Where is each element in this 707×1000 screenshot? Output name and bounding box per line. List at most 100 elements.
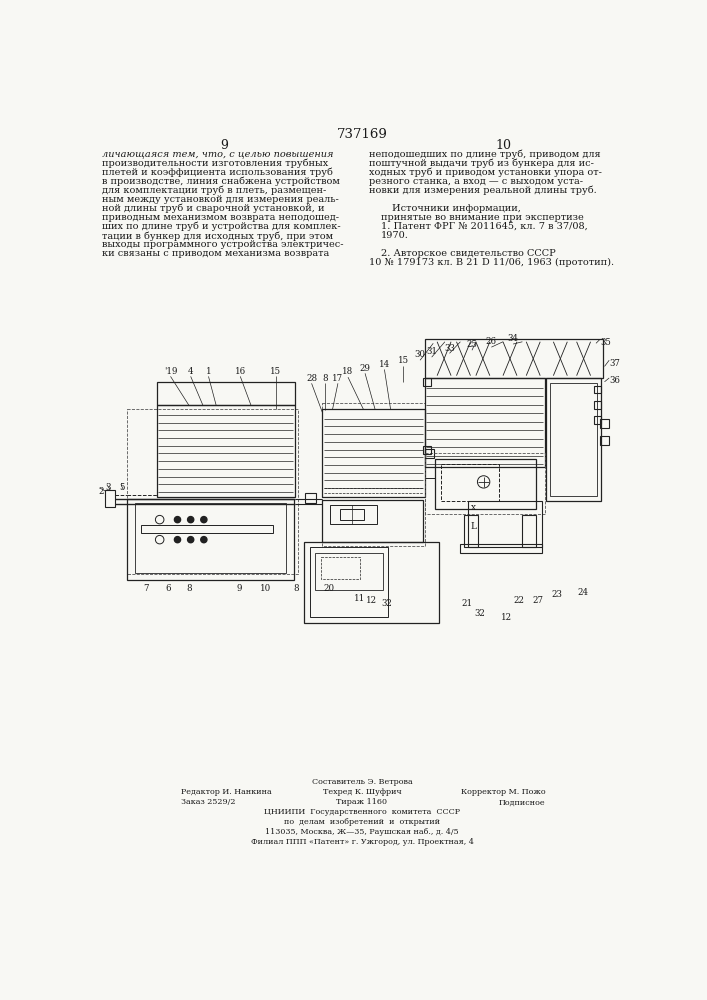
Bar bbox=[425, 378, 545, 466]
Text: ной длины труб и сварочной установкой, и: ной длины труб и сварочной установкой, и bbox=[103, 204, 325, 213]
Text: 4: 4 bbox=[188, 367, 194, 376]
Bar bbox=[127, 409, 298, 574]
Text: 737169: 737169 bbox=[337, 128, 387, 141]
Text: Техред К. Шуфрич: Техред К. Шуфрич bbox=[322, 788, 402, 796]
Text: по  делам  изобретений  и  открытий: по делам изобретений и открытий bbox=[284, 818, 440, 826]
Text: 22: 22 bbox=[513, 596, 524, 605]
Bar bbox=[425, 339, 603, 378]
Bar bbox=[322, 409, 425, 497]
Bar bbox=[340, 509, 363, 520]
Bar bbox=[105, 490, 115, 507]
Text: в производстве, линия снабжена устройством: в производстве, линия снабжена устройств… bbox=[103, 177, 340, 186]
Text: 11: 11 bbox=[354, 594, 366, 603]
Circle shape bbox=[187, 537, 194, 543]
Text: 8: 8 bbox=[322, 374, 327, 383]
Bar bbox=[546, 378, 602, 501]
Text: 29: 29 bbox=[360, 364, 370, 373]
Text: Источники информации,: Источники информации, bbox=[392, 204, 521, 213]
Text: 1. Патент ФРГ № 2011645, кл. 7 в 37/08,: 1. Патент ФРГ № 2011645, кл. 7 в 37/08, bbox=[380, 222, 588, 231]
Bar bbox=[305, 493, 316, 503]
Text: 10: 10 bbox=[259, 584, 271, 593]
Text: 23: 23 bbox=[551, 590, 563, 599]
Bar bbox=[594, 386, 602, 393]
Text: ЦНИИПИ  Государственного  комитета  СССР: ЦНИИПИ Государственного комитета СССР bbox=[264, 808, 460, 816]
Text: 28: 28 bbox=[306, 374, 317, 383]
Text: для комплектации труб в плеть, размещен-: для комплектации труб в плеть, размещен- bbox=[103, 186, 327, 195]
Text: Тираж 1160: Тираж 1160 bbox=[337, 798, 387, 806]
Text: 30: 30 bbox=[414, 350, 426, 359]
Text: 32: 32 bbox=[381, 599, 392, 608]
Bar bbox=[310, 547, 387, 617]
Bar bbox=[423, 446, 431, 454]
Bar bbox=[550, 383, 597, 496]
Text: 36: 36 bbox=[609, 376, 620, 385]
Text: L: L bbox=[470, 522, 477, 531]
Text: 24: 24 bbox=[578, 588, 588, 597]
Bar bbox=[425, 453, 545, 514]
Circle shape bbox=[201, 517, 207, 523]
Text: ших по длине труб и устройства для комплек-: ших по длине труб и устройства для компл… bbox=[103, 222, 341, 231]
Bar bbox=[135, 503, 286, 573]
Bar bbox=[600, 436, 609, 445]
Text: 12: 12 bbox=[366, 596, 377, 605]
Text: 20: 20 bbox=[323, 584, 334, 593]
Text: 33: 33 bbox=[444, 344, 455, 353]
Circle shape bbox=[175, 517, 180, 523]
Text: 5: 5 bbox=[119, 483, 125, 492]
Text: принятые во внимание при экспертизе: принятые во внимание при экспертизе bbox=[380, 213, 583, 222]
Text: 16: 16 bbox=[235, 367, 246, 376]
Bar bbox=[156, 405, 295, 497]
Text: 18: 18 bbox=[342, 367, 354, 376]
Text: 14: 14 bbox=[379, 360, 390, 369]
Text: выходы программного устройства электричес-: выходы программного устройства электриче… bbox=[103, 240, 344, 249]
Bar bbox=[460, 544, 542, 553]
Text: плетей и коэффициента использования труб: плетей и коэффициента использования труб bbox=[103, 167, 333, 177]
Text: приводным механизмом возврата неподошед-: приводным механизмом возврата неподошед- bbox=[103, 213, 339, 222]
Text: 32: 32 bbox=[474, 609, 485, 618]
Text: 25: 25 bbox=[467, 340, 477, 349]
Text: 15: 15 bbox=[397, 356, 409, 365]
Text: 10: 10 bbox=[495, 139, 511, 152]
Text: 6: 6 bbox=[165, 584, 171, 593]
Bar bbox=[141, 525, 273, 533]
Text: Филиал ППП «Патент» г. Ужгород, ул. Проектная, 4: Филиал ППП «Патент» г. Ужгород, ул. Прое… bbox=[250, 838, 474, 846]
Text: 3: 3 bbox=[105, 483, 111, 492]
Bar bbox=[464, 515, 478, 547]
Text: ным между установкой для измерения реаль-: ным между установкой для измерения реаль… bbox=[103, 195, 339, 204]
Text: 21: 21 bbox=[461, 599, 472, 608]
Text: 1: 1 bbox=[206, 367, 211, 376]
Bar bbox=[441, 464, 499, 501]
Text: 10 № 179173 кл. В 21 D 11/06, 1963 (прототип).: 10 № 179173 кл. В 21 D 11/06, 1963 (прот… bbox=[369, 258, 614, 267]
Text: 12: 12 bbox=[501, 613, 513, 622]
Text: 8: 8 bbox=[187, 584, 192, 593]
Text: ки связаны с приводом механизма возврата: ки связаны с приводом механизма возврата bbox=[103, 249, 329, 258]
Text: 1970.: 1970. bbox=[380, 231, 409, 240]
Bar bbox=[594, 416, 602, 424]
Bar bbox=[594, 401, 602, 409]
Text: 15: 15 bbox=[270, 367, 281, 376]
Text: 35: 35 bbox=[600, 338, 611, 347]
Bar bbox=[156, 382, 295, 405]
Text: 27: 27 bbox=[532, 596, 544, 605]
Text: ходных труб и приводом установки упора от-: ходных труб и приводом установки упора о… bbox=[369, 167, 602, 177]
Text: 7: 7 bbox=[144, 584, 149, 593]
Text: новки для измерения реальной длины труб.: новки для измерения реальной длины труб. bbox=[369, 186, 597, 195]
Bar bbox=[330, 505, 377, 524]
Text: 9: 9 bbox=[237, 584, 243, 593]
Text: неподошедших по длине труб, приводом для: неподошедших по длине труб, приводом для bbox=[369, 149, 600, 159]
Bar bbox=[304, 542, 440, 623]
Circle shape bbox=[175, 537, 180, 543]
Text: Подписное: Подписное bbox=[499, 798, 546, 806]
Text: '19: '19 bbox=[164, 367, 177, 376]
Text: Редактор И. Нанкина: Редактор И. Нанкина bbox=[182, 788, 272, 796]
Bar bbox=[522, 515, 537, 547]
Text: 34: 34 bbox=[508, 334, 518, 343]
Bar bbox=[315, 553, 383, 590]
Text: Составитель Э. Ветрова: Составитель Э. Ветрова bbox=[312, 778, 412, 786]
Bar bbox=[127, 499, 293, 580]
Text: 9: 9 bbox=[220, 139, 228, 152]
Text: 113035, Москва, Ж—35, Раушская наб., д. 4/5: 113035, Москва, Ж—35, Раушская наб., д. … bbox=[265, 828, 459, 836]
Text: 2. Авторское свидетельство СССР: 2. Авторское свидетельство СССР bbox=[380, 249, 555, 258]
Text: резного станка, а вход — с выходом уста-: резного станка, а вход — с выходом уста- bbox=[369, 177, 583, 186]
Text: x: x bbox=[470, 503, 476, 512]
